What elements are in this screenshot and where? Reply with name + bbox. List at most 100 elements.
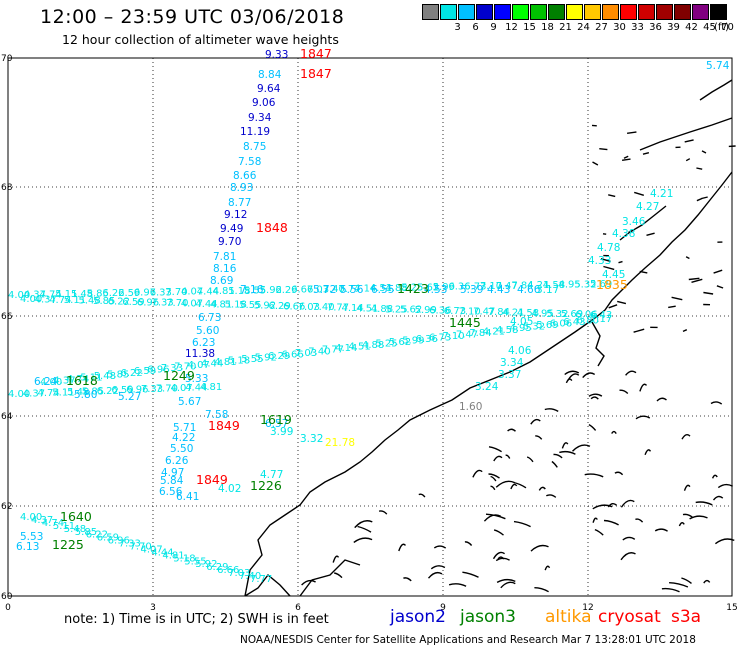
wave-height-value: 6.55 xyxy=(371,284,394,296)
wave-height-value: 6.41 xyxy=(176,491,199,503)
track-reading: 5.18 xyxy=(228,356,250,367)
wave-height-value: 8.69 xyxy=(210,275,233,287)
legend-swatch xyxy=(566,4,583,20)
coastline-fragment xyxy=(696,197,703,202)
track-reading: 6.29 xyxy=(206,562,228,573)
coastline-fragment xyxy=(564,370,580,376)
coastline-fragment xyxy=(716,285,724,289)
track-reading: 4.74 xyxy=(42,518,64,529)
track-reading: 5.69 xyxy=(561,309,583,320)
coastline-fragment xyxy=(301,579,316,586)
coastline-fragment xyxy=(354,520,373,529)
track-reading: 4.44 xyxy=(201,359,223,370)
coastline-fragment xyxy=(696,167,703,170)
track-reading: 7.47 xyxy=(496,281,518,292)
track-reading: 4.51 xyxy=(370,283,392,294)
coastline-fragment xyxy=(691,278,703,283)
x-tick-label: 6 xyxy=(295,603,301,613)
overpass-time-label: 1847 xyxy=(300,46,332,61)
track-reading: 7.17 xyxy=(590,314,612,325)
track-reading: 5.62 xyxy=(417,282,439,293)
wave-height-value: 5.33 xyxy=(185,373,208,385)
wave-height-value: 5.71 xyxy=(173,422,196,434)
track-reading: 7.47 xyxy=(473,307,495,318)
coastline-fragment xyxy=(701,150,707,154)
legend-swatch xyxy=(584,4,601,20)
track-reading: 6.80 xyxy=(577,316,599,327)
wave-height-value: 4.02 xyxy=(218,483,241,495)
coastline-fragment xyxy=(592,504,613,510)
y-tick-label: 62 xyxy=(1,502,12,512)
coastline-fragment xyxy=(618,260,623,264)
track-reading: 6.59 xyxy=(134,366,156,377)
y-tick-label: 68 xyxy=(1,183,13,193)
coastline-fragment xyxy=(472,469,483,478)
track-reading: 5.92 xyxy=(254,301,276,312)
track-reading: 7.70 xyxy=(166,298,188,309)
coastline-fragment xyxy=(603,519,619,526)
track-reading: 7.40 xyxy=(239,571,261,582)
legend-swatch-label: 15 xyxy=(523,22,536,33)
track-reading: 5.11 xyxy=(52,387,74,398)
y-tick-label: 60 xyxy=(1,592,13,602)
coastline-fragment xyxy=(668,305,676,309)
coastline-fragment xyxy=(671,296,683,301)
wave-height-value: 6.13 xyxy=(16,541,39,553)
wave-height-value: 21.78 xyxy=(325,437,355,449)
track-reading: 4.44 xyxy=(151,547,173,558)
coastline-fragment xyxy=(427,571,443,579)
track-reading: 7.10 xyxy=(442,331,464,342)
track-value-labels: 9.33 8.84 9.64 9.06 9.34 11.19 8.75 7.58 8.668.9… xyxy=(0,0,730,553)
track-reading: 7.70 xyxy=(174,362,196,373)
coastline-fragment xyxy=(656,397,667,402)
coastline-fragment xyxy=(492,551,506,560)
track-reading: 7.40 xyxy=(312,302,334,313)
wave-height-value: 8.66 xyxy=(233,170,257,182)
coastline-fragment xyxy=(488,446,502,453)
track-reading: 4.00 xyxy=(40,377,62,388)
wave-height-value: 5.53 xyxy=(20,531,43,543)
track-reading: 5.48 xyxy=(67,387,89,398)
legend-swatch-label: 70 xyxy=(721,22,734,33)
track-reading: 4.21 xyxy=(502,308,524,319)
track-reading: 5.62 xyxy=(400,305,422,316)
wave-height-value: 4.57 xyxy=(0,0,23,3)
track-reading: 5.48 xyxy=(64,524,86,535)
track-reading: 5.92 xyxy=(260,285,282,296)
satellite-label-altika: altika xyxy=(545,607,592,627)
legend-swatch-label: 21 xyxy=(559,22,572,33)
coastline-segment xyxy=(699,79,733,101)
track-reading: 5.18 xyxy=(228,286,250,297)
coastline-fragment xyxy=(714,538,735,545)
track-reading: 6.59 xyxy=(118,288,140,299)
track-reading: 6.66 xyxy=(283,301,305,312)
wave-height-value: 4.27 xyxy=(636,201,659,213)
track-reading: 4.51 xyxy=(356,303,378,314)
coastline-fragment xyxy=(505,454,511,459)
track-reading: 4.88 xyxy=(371,304,393,315)
coastline-fragment xyxy=(600,258,611,263)
map-grid xyxy=(7,57,733,597)
wave-height-value: 9.12 xyxy=(224,209,247,221)
coastline-fragment xyxy=(717,483,734,489)
coastline-fragment xyxy=(418,493,426,498)
coastline-segment xyxy=(244,171,733,597)
coastline-fragment xyxy=(608,304,618,309)
track-reading: 4.44 xyxy=(197,286,219,297)
wave-height-value: 6.24 xyxy=(34,376,58,388)
coastline-fragment xyxy=(646,232,655,236)
wave-height-value: 5.80 xyxy=(74,389,97,401)
coastline-fragment xyxy=(623,155,629,159)
coastline-fragment xyxy=(378,510,388,515)
track-reading: 7.40 xyxy=(308,346,330,357)
track-reading: 7.77 xyxy=(322,345,344,356)
track-reading: 4.00 xyxy=(20,294,42,305)
wave-height-value: 3.99 xyxy=(270,426,293,438)
wave-height-value: 4.06 xyxy=(508,345,532,357)
track-reading: 5.11 xyxy=(64,295,86,306)
coastline-fragment xyxy=(681,433,691,440)
overpass-time-label: 1849 xyxy=(196,472,228,487)
wave-height-value: 6.57 xyxy=(265,418,288,430)
track-reading: 7.70 xyxy=(130,542,152,553)
track-reading: 7.33 xyxy=(161,363,183,374)
